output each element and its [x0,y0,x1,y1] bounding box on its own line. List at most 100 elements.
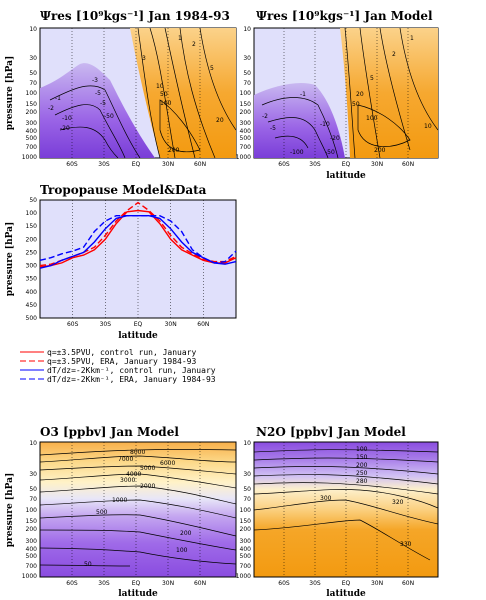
o3-contour-label: 4000 [126,471,141,478]
p-tick: 10 [29,26,37,33]
p-tick: 350 [26,276,38,283]
legend-label: q=±3.5PVU, control run, January [47,348,196,357]
o3-contour-label: 8000 [130,449,145,456]
o3-contour-labels: 8000 7000 6000 5000 4000 3000 2000 1000 … [84,449,192,568]
lat-tick: EQ [134,321,143,328]
p-tick: 200 [240,109,252,116]
psi-model-contour-label: -100 [290,149,304,156]
tropopause-lat-ticks: 60S 30S EQ 30N 60N [67,321,209,328]
psi-model-p-ticks: 10 30 50 70 100 150 200 300 400 500 700 … [236,26,251,161]
p-tick: 700 [26,144,38,151]
o3-contour-label: 5000 [140,465,155,472]
p-tick: 500 [26,135,38,142]
p-tick: 150 [240,518,252,525]
p-tick: 100 [26,507,38,514]
psi-model-contour-label: -20 [330,135,340,142]
p-tick: 400 [240,546,252,553]
p-tick: 30 [243,55,251,62]
p-tick: 1000 [236,154,251,161]
p-tick: 100 [240,90,252,97]
p-tick: 500 [240,553,252,560]
p-tick: 50 [243,70,251,77]
p-tick: 500 [240,135,252,142]
o3-frame [39,441,237,578]
lat-tick: EQ [132,580,141,587]
p-tick: 1000 [236,573,251,580]
psi-model-title: Ψres [10⁹kgs⁻¹] Jan Model [256,9,433,23]
psi-data-contour-label: 10 [156,83,164,90]
legend-item: dT/dz=-2Kkm⁻¹, ERA, January 1984-93 [20,375,216,384]
p-tick: 700 [240,144,252,151]
psi-model-positive-cell [340,28,438,158]
o3-contour-label: 100 [176,547,188,554]
psi-data-panel: Ψres [10⁹kgs⁻¹] Jan 1984-93 -1 -2 -5 -1 [5,9,237,168]
psi-model-grid [283,28,409,158]
lat-tick: 30S [309,580,321,587]
psi-model-contour-label: 100 [366,115,378,122]
psi-data-contour-label: 5 [210,65,214,72]
tropopause-series-3 [39,214,237,264]
p-tick: 400 [240,128,252,135]
psi-model-contour-label: 200 [374,147,386,154]
p-tick: 300 [240,120,252,127]
o3-contour-label: 2000 [140,483,155,490]
o3-contour-label: 6000 [160,460,175,467]
psi-model-panel: Ψres [10⁹kgs⁻¹] Jan Model -1 -2 -5 -10 -… [236,9,439,181]
p-tick: 200 [26,236,38,243]
lat-tick: 30N [165,321,177,328]
lat-tick: 60S [66,580,78,587]
n2o-lat-ticks: 60S 30S EQ 30N 60N [278,580,414,587]
psi-model-contour-label: -1 [300,91,306,98]
lat-tick: EQ [342,580,351,587]
psi-model-lat-ticks: 60S 30S EQ 30N 60N [278,161,414,168]
p-tick: 100 [240,507,252,514]
p-tick: 500 [26,315,38,322]
psi-model-contour-label: 2 [392,51,396,58]
tropopause-series-group [39,201,237,269]
n2o-contour-label: 200 [356,462,368,469]
psi-data-contour-label: -3 [92,77,98,84]
n2o-contour-label: 280 [356,478,368,485]
n2o-contour-label: 150 [356,454,368,461]
p-tick: 100 [26,210,38,217]
o3-contour-label: 1000 [112,497,127,504]
o3-contour-label: 500 [96,509,108,516]
lat-tick: 60S [278,580,290,587]
psi-model-contour-label: 10 [424,123,432,130]
psi-model-contour-label: -50 [325,149,335,156]
n2o-contour-label: 250 [356,470,368,477]
lat-tick: 30S [309,161,321,168]
psi-data-contour-label: -5 [100,100,106,107]
o3-title: O3 [ppbv] Jan Model [40,425,179,439]
psi-model-contour-label: 5 [370,75,374,82]
lat-tick: 30N [162,580,174,587]
psi-data-contour-label: -50 [104,113,114,120]
psi-data-title: Ψres [10⁹kgs⁻¹] Jan 1984-93 [40,9,230,23]
p-tick: 250 [26,249,38,256]
psi-data-p-ticks: 10 30 50 70 100 150 200 300 400 500 700 … [22,26,37,161]
psi-data-grid [71,28,201,158]
o3-contour-label: 3000 [120,477,135,484]
lat-tick: 60N [197,321,209,328]
p-tick: 400 [26,289,38,296]
legend-item: q=±3.5PVU, ERA, January 1984-93 [20,357,196,366]
psi-data-contours [49,27,237,159]
n2o-xlabel: latitude [326,589,366,599]
p-tick: 300 [26,538,38,545]
o3-xlabel: latitude [118,589,158,599]
p-tick: 200 [26,109,38,116]
o3-panel: O3 [ppbv] Jan Model 8000 7000 6000 5000 … [5,425,237,599]
lat-tick: 30S [100,321,112,328]
n2o-p-ticks: 10 30 50 70 100 150 200 300 400 500 700 … [236,440,251,580]
p-tick: 400 [26,128,38,135]
p-tick: 500 [26,553,38,560]
p-tick: 30 [29,55,37,62]
psi-data-contour-label: -2 [48,105,54,112]
lat-tick: 60N [194,580,206,587]
psi-data-contour-label: 100 [160,100,172,107]
o3-ylabel: pressure [hPa] [5,473,15,547]
p-tick: 200 [26,526,38,533]
p-tick: 300 [26,263,38,270]
o3-lat-ticks: 60S 30S EQ 30N 60N [66,580,206,587]
p-tick: 50 [29,70,37,77]
